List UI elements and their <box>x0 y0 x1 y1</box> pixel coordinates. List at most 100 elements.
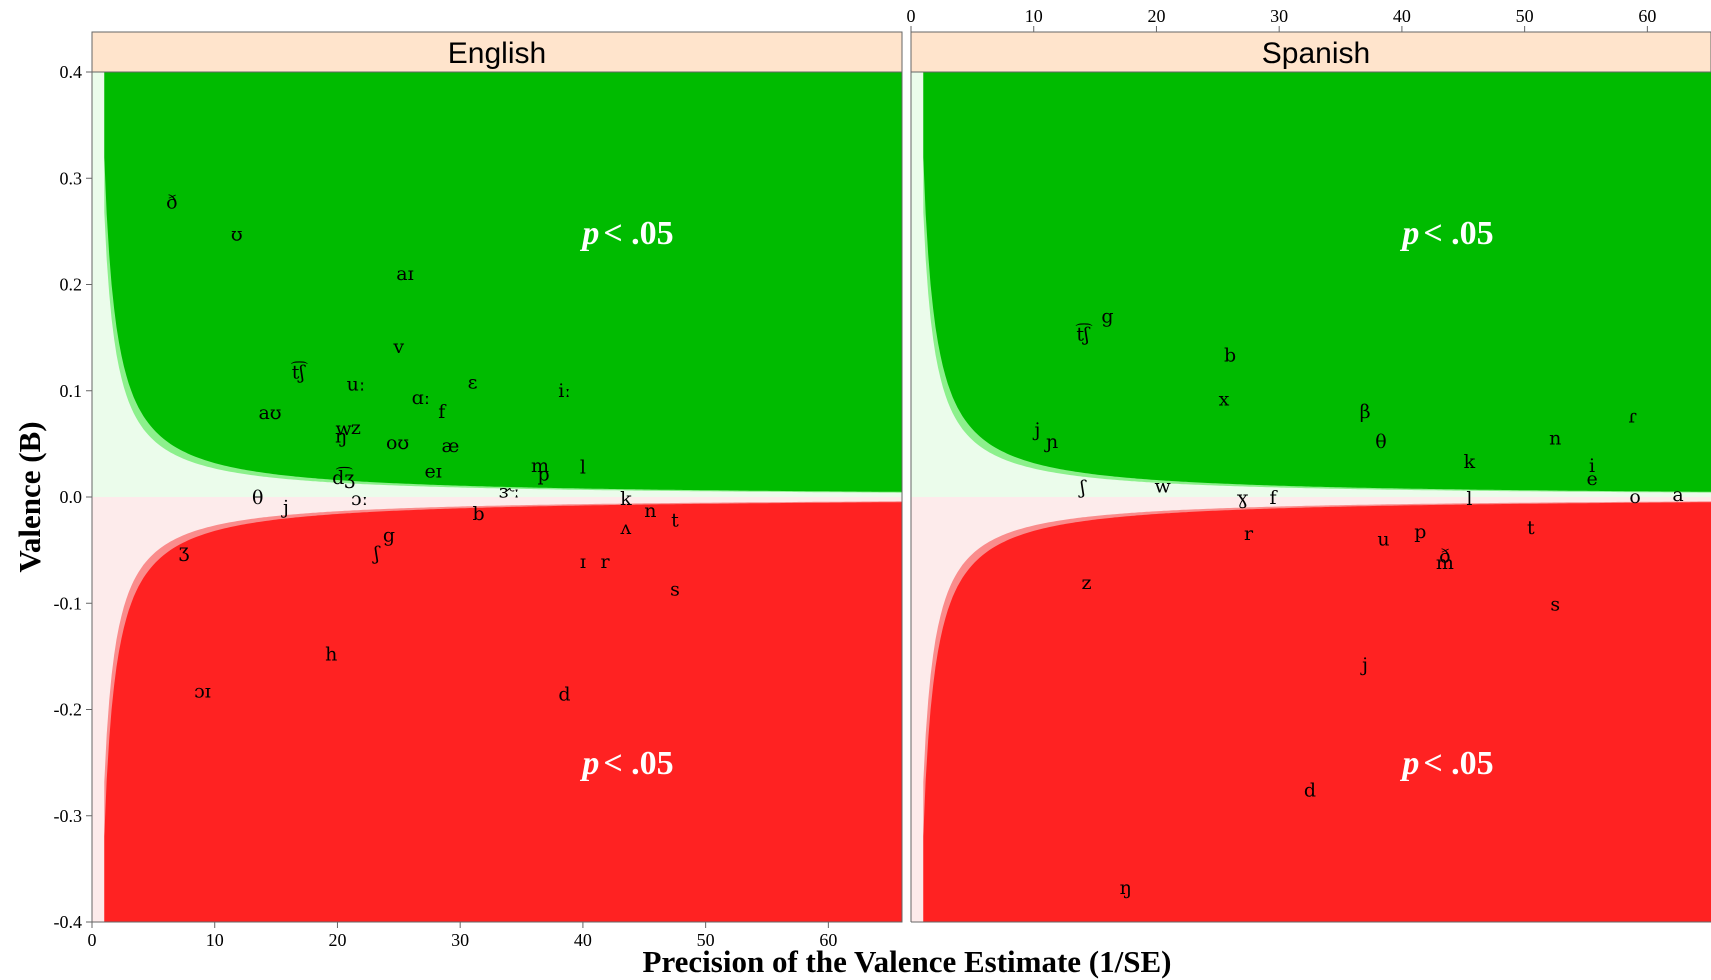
phoneme-point: β <box>1360 401 1371 423</box>
phoneme-point: z <box>351 417 361 439</box>
phoneme-point: ɪ <box>580 551 586 573</box>
x-tick-label: 30 <box>451 930 469 950</box>
phoneme-point: ʌ <box>620 517 632 539</box>
phoneme-point: e <box>1586 468 1597 490</box>
phoneme-point: a <box>1672 484 1683 506</box>
phoneme-point: ʃ <box>1078 476 1087 498</box>
phoneme-point: iː <box>558 380 570 402</box>
phoneme-point: z <box>1081 572 1091 594</box>
phoneme-point: ʒ <box>179 540 190 562</box>
x-tick-label: 20 <box>1147 6 1165 26</box>
panel-spanish-title: Spanish <box>1262 37 1370 70</box>
phoneme-point: j <box>281 497 289 519</box>
phoneme-point: ʃ <box>372 542 381 564</box>
y-tick-label: 0.2 <box>60 275 83 295</box>
phoneme-point: aɪ <box>396 263 413 285</box>
phoneme-point: ð <box>166 192 177 214</box>
phoneme-point: p <box>538 464 550 486</box>
phoneme-point: θ <box>1375 431 1386 453</box>
y-axis: -0.4 -0.3 -0.2 -0.1 0.0 0.1 0.2 0.3 0.4 <box>54 62 93 932</box>
phoneme-point: t <box>671 509 679 531</box>
x-axis-english: 0 10 20 30 40 50 60 <box>88 922 837 950</box>
phoneme-point: u <box>1377 529 1389 551</box>
x-axis-spanish: 0 10 20 30 40 50 60 <box>907 6 1656 32</box>
x-tick-label: 20 <box>328 930 346 950</box>
phoneme-point: d <box>1304 779 1316 801</box>
phoneme-point: j <box>1360 654 1368 676</box>
phoneme-point: v <box>392 336 404 358</box>
phoneme-point: w <box>1154 475 1171 497</box>
phoneme-point: s <box>1550 593 1560 615</box>
phoneme-point: ŋ <box>335 425 347 447</box>
phoneme-point: i <box>1589 455 1595 477</box>
phoneme-point: k <box>620 488 632 510</box>
panel-english-title: English <box>448 37 546 70</box>
phoneme-point: g <box>1101 305 1113 327</box>
phoneme-point: ʊ <box>231 224 243 246</box>
phoneme-point: t͡ʃ <box>290 362 308 384</box>
x-tick-label: 10 <box>206 930 224 950</box>
phoneme-point: f <box>1269 487 1278 509</box>
phoneme-point: oʊ <box>386 432 409 454</box>
phoneme-point: f <box>438 401 447 423</box>
x-tick-label: 40 <box>574 930 592 950</box>
x-axis-title: Precision of the Valence Estimate (1/SE) <box>643 944 1172 979</box>
phoneme-point: m <box>531 455 549 477</box>
phoneme-point: h <box>325 643 337 665</box>
x-tick-label: 50 <box>697 930 715 950</box>
phoneme-point: r <box>600 551 610 573</box>
y-tick-label: -0.4 <box>54 912 83 932</box>
phoneme-point: j <box>1032 419 1040 441</box>
phoneme-point: w <box>335 418 352 440</box>
phoneme-point: ɔɪ <box>194 680 211 702</box>
phoneme-point: x <box>1219 388 1230 410</box>
positive-significance-region-english <box>104 72 902 492</box>
significance-label-negative-spanish: p < .05 <box>1399 745 1493 782</box>
x-tick-label: 40 <box>1393 6 1411 26</box>
y-axis-title: Valence (B) <box>12 421 47 572</box>
significance-label-negative-english: p < .05 <box>579 745 673 782</box>
phoneme-point: n <box>1549 428 1561 450</box>
phoneme-point: ɲ <box>1044 431 1058 453</box>
phoneme-point: θ <box>252 487 263 509</box>
phoneme-point: æ <box>441 435 459 457</box>
y-tick-label: -0.2 <box>54 700 83 720</box>
phoneme-point: ɾ <box>1628 405 1637 427</box>
phoneme-point: t <box>1527 517 1535 539</box>
phoneme-point: ɛ <box>468 371 478 393</box>
phoneme-point: r <box>1244 523 1254 545</box>
significance-label-positive-spanish: p < .05 <box>1399 215 1493 252</box>
phoneme-point: aʊ <box>258 402 281 424</box>
x-tick-label: 10 <box>1025 6 1043 26</box>
phoneme-point: g <box>383 524 395 546</box>
significance-label-positive-english: p < .05 <box>579 215 673 252</box>
y-tick-label: 0.0 <box>60 487 83 507</box>
phoneme-point: d͡ʒ <box>332 467 355 489</box>
phoneme-point: ð <box>1439 546 1450 568</box>
negative-significance-region-english <box>104 502 902 922</box>
phoneme-point: l <box>1466 488 1472 510</box>
phoneme-point: b <box>473 503 485 525</box>
phoneme-point: d <box>558 684 570 706</box>
negative-significance-region-spanish <box>923 502 1711 922</box>
panel-english: English p < .05 p < .05 ð ʊ aɪ v t͡ʃ uː ɛ iː ɑː f aʊ… <box>91 31 903 923</box>
x-tick-label: 0 <box>88 930 97 950</box>
x-tick-label: 60 <box>819 930 837 950</box>
phoneme-point: n <box>644 500 656 522</box>
positive-significance-region-spanish <box>923 72 1711 492</box>
phoneme-point: ɔː <box>351 488 368 510</box>
phoneme-point: ŋ <box>1120 877 1132 899</box>
phoneme-point: o <box>1629 486 1640 508</box>
phoneme-point: p <box>1414 521 1426 543</box>
panel-english-strip <box>91 31 903 73</box>
y-tick-label: -0.3 <box>54 806 83 826</box>
phoneme-points-english: ð ʊ aɪ v t͡ʃ uː ɛ iː ɑː f aʊ w zŋ oʊ æ eɪ mp l d͡ʒɔː ɝː θ j k b… <box>166 192 680 706</box>
y-tick-label: 0.1 <box>60 381 83 401</box>
phoneme-point: eɪ <box>425 461 442 483</box>
phoneme-point: ɝː <box>499 481 520 503</box>
x-tick-label: 60 <box>1638 6 1656 26</box>
x-tick-label: 50 <box>1516 6 1534 26</box>
